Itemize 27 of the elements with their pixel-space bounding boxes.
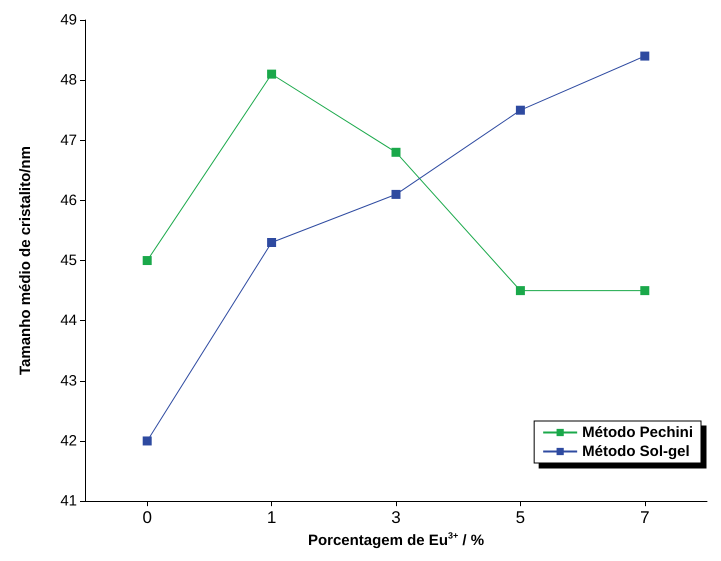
- legend-label: Método Sol-gel: [582, 443, 690, 460]
- point: [267, 238, 276, 248]
- point: [392, 190, 400, 199]
- point: [640, 286, 650, 296]
- point: [142, 256, 152, 266]
- y-tick-label: 49: [60, 12, 77, 28]
- x-tick-label: 3: [391, 508, 401, 528]
- point: [142, 436, 152, 446]
- y-tick-label: 47: [60, 132, 77, 149]
- x-tick-label: 0: [142, 508, 152, 528]
- point: [392, 148, 400, 157]
- point: [640, 52, 650, 61]
- y-tick-label: 43: [60, 372, 77, 390]
- y-tick-label: 42: [60, 432, 77, 450]
- legend-label: Método Pechini: [582, 424, 694, 441]
- y-tick-label: 48: [60, 72, 77, 89]
- x-tick-label: 1: [266, 508, 276, 528]
- point: [516, 286, 525, 296]
- y-tick-label: 44: [60, 312, 77, 330]
- point: [267, 70, 276, 79]
- y-axis-title: Tamanho médio de cristalito/nm: [17, 146, 34, 376]
- y-tick-label: 41: [60, 492, 77, 510]
- x-tick-label: 7: [640, 508, 650, 528]
- point: [516, 106, 525, 115]
- x-tick-label: 5: [516, 508, 526, 528]
- y-tick-label: 46: [60, 192, 77, 209]
- y-tick-label: 45: [60, 252, 77, 270]
